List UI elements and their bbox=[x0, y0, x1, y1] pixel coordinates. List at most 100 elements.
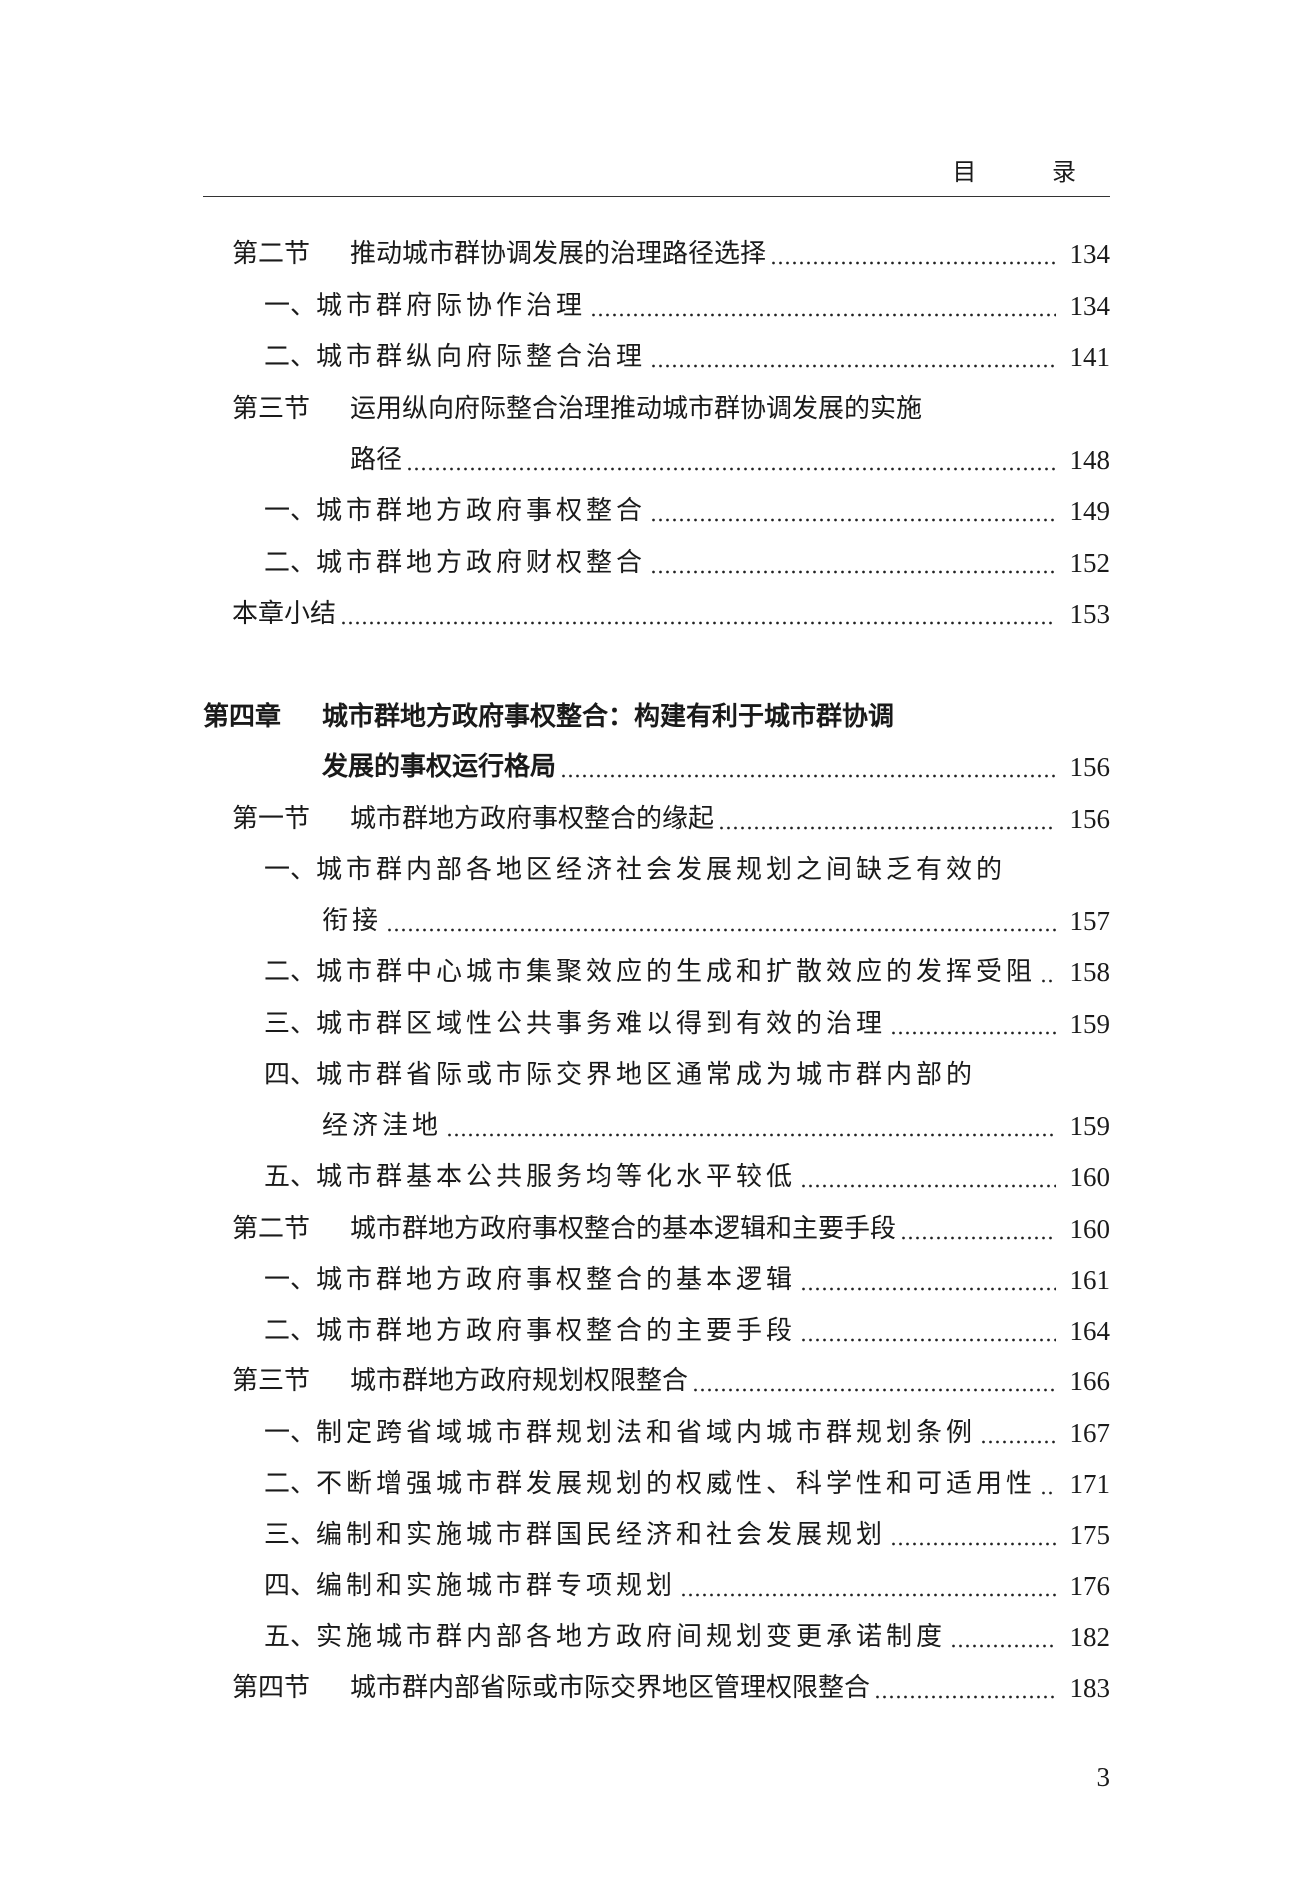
page-number: 3 bbox=[1096, 1762, 1111, 1792]
toc-entry-title: 城市群中心城市集聚效应的生成和扩散效应的发挥受阻 bbox=[316, 957, 1037, 987]
toc-entry-title: 本章小结 bbox=[232, 599, 337, 629]
toc-entry-title: 城市群府际协作治理 bbox=[316, 291, 587, 321]
toc-entry-title: 编制和实施城市群国民经济和社会发展规划 bbox=[316, 1520, 887, 1550]
toc-entry-chapter[interactable]: 发展的事权运行格局 156 bbox=[322, 749, 1110, 785]
toc-entry-section[interactable]: 路径 148 bbox=[350, 442, 1110, 478]
toc-entry-title: 城市群纵向府际整合治理 bbox=[316, 342, 647, 372]
toc-entry-page: 164 bbox=[1069, 1316, 1111, 1346]
toc-entry-section[interactable]: 第二节 推动城市群协调发展的治理路径选择 134 bbox=[232, 236, 1110, 272]
toc-entry-label: 一、 bbox=[264, 855, 317, 885]
dot-leader bbox=[890, 1006, 1056, 1042]
toc-entry-title: 实施城市群内部各地方政府间规划变更承诺制度 bbox=[316, 1622, 947, 1652]
toc-entry-label: 五、 bbox=[264, 1622, 317, 1652]
toc-entry-title: 推动城市群协调发展的治理路径选择 bbox=[350, 239, 767, 269]
toc-entry-label: 三、 bbox=[264, 1520, 317, 1550]
toc-entry-item[interactable]: 一、 城市群地方政府事权整合 149 bbox=[264, 493, 1110, 529]
toc-entry-section[interactable]: 第二节 城市群地方政府事权整合的基本逻辑和主要手段 160 bbox=[232, 1211, 1110, 1247]
toc-entry-page: 167 bbox=[1069, 1418, 1111, 1448]
toc-entry-title: 城市群区域性公共事务难以得到有效的治理 bbox=[316, 1009, 887, 1039]
toc-entry-page: 176 bbox=[1069, 1571, 1111, 1601]
dot-leader bbox=[692, 1363, 1056, 1399]
dot-leader bbox=[950, 1619, 1056, 1655]
toc-entry-label: 一、 bbox=[264, 496, 317, 526]
toc-entry-item[interactable]: 二、 城市群中心城市集聚效应的生成和扩散效应的发挥受阻 158 bbox=[264, 954, 1110, 990]
toc-entry-page: 171 bbox=[1069, 1469, 1111, 1499]
toc-entry-title: 城市群地方政府事权整合的基本逻辑 bbox=[316, 1265, 797, 1295]
toc-entry-label: 第四节 bbox=[232, 1673, 311, 1703]
toc-entry-section[interactable]: 第四节 城市群内部省际或市际交界地区管理权限整合 183 bbox=[232, 1670, 1110, 1706]
toc-entry-page: 156 bbox=[1069, 752, 1111, 782]
toc-entry-title: 发展的事权运行格局 bbox=[322, 752, 557, 782]
dot-leader bbox=[680, 1568, 1056, 1604]
toc-entry-title: 城市群基本公共服务均等化水平较低 bbox=[316, 1162, 797, 1192]
toc-entry-label: 三、 bbox=[264, 1009, 317, 1039]
toc-entry-item[interactable]: 一、 城市群地方政府事权整合的基本逻辑 161 bbox=[264, 1262, 1110, 1298]
toc-entry-title: 城市群内部各地区经济社会发展规划之间缺乏有效的 bbox=[316, 855, 1007, 885]
toc-entry-title: 运用纵向府际整合治理推动城市群协调发展的实施 bbox=[350, 394, 923, 424]
toc-entry-page: 160 bbox=[1069, 1214, 1111, 1244]
dot-leader bbox=[650, 545, 1056, 581]
dot-leader bbox=[1040, 1466, 1056, 1502]
toc-entry-page: 134 bbox=[1069, 291, 1111, 321]
dot-leader bbox=[340, 596, 1056, 632]
toc-entry-item[interactable]: 三、 编制和实施城市群国民经济和社会发展规划 175 bbox=[264, 1517, 1110, 1553]
toc-entry-item[interactable]: 三、 城市群区域性公共事务难以得到有效的治理 159 bbox=[264, 1006, 1110, 1042]
toc-entry-label: 第二节 bbox=[232, 1214, 311, 1244]
toc-entry-title: 城市群地方政府事权整合的基本逻辑和主要手段 bbox=[350, 1214, 897, 1244]
dot-leader bbox=[800, 1159, 1056, 1195]
dot-leader bbox=[980, 1415, 1056, 1451]
toc-entry-page: 166 bbox=[1069, 1366, 1111, 1396]
dot-leader bbox=[386, 903, 1056, 939]
toc-entry-section[interactable]: 第三节 运用纵向府际整合治理推动城市群协调发展的实施 bbox=[232, 391, 1110, 427]
toc-entry-label: 二、 bbox=[264, 1469, 317, 1499]
toc-entry-summary[interactable]: 本章小结 153 bbox=[232, 596, 1110, 632]
toc-entry-item[interactable]: 五、 城市群基本公共服务均等化水平较低 160 bbox=[264, 1159, 1110, 1195]
toc-entry-label: 五、 bbox=[264, 1162, 317, 1192]
toc-entry-item[interactable]: 二、 城市群地方政府事权整合的主要手段 164 bbox=[264, 1313, 1110, 1349]
dot-leader bbox=[874, 1670, 1056, 1706]
toc-entry-item[interactable]: 衔接 157 bbox=[322, 903, 1110, 939]
dot-leader bbox=[560, 749, 1056, 785]
toc-entry-item[interactable]: 二、 不断增强城市群发展规划的权威性、科学性和可适用性 171 bbox=[264, 1466, 1110, 1502]
toc-entry-item[interactable]: 一、 制定跨省域城市群规划法和省域内城市群规划条例 167 bbox=[264, 1415, 1110, 1451]
dot-leader bbox=[1040, 954, 1056, 990]
toc-entry-item[interactable]: 五、 实施城市群内部各地方政府间规划变更承诺制度 182 bbox=[264, 1619, 1110, 1655]
toc-entry-section[interactable]: 第一节 城市群地方政府事权整合的缘起 156 bbox=[232, 801, 1110, 837]
toc-entry-page: 148 bbox=[1069, 445, 1111, 475]
dot-leader bbox=[406, 442, 1056, 478]
toc-entry-title: 城市群地方政府事权整合的主要手段 bbox=[316, 1316, 797, 1346]
toc-entry-item[interactable]: 一、 城市群内部各地区经济社会发展规划之间缺乏有效的 bbox=[264, 852, 1110, 888]
toc-entry-item[interactable]: 二、 城市群纵向府际整合治理 141 bbox=[264, 339, 1110, 375]
toc-entry-title: 城市群地方政府事权整合 bbox=[316, 496, 647, 526]
toc-entry-label: 四、 bbox=[264, 1571, 317, 1601]
toc-entry-page: 152 bbox=[1069, 548, 1111, 578]
toc-entry-title: 路径 bbox=[350, 445, 403, 475]
toc-entry-item[interactable]: 四、 编制和实施城市群专项规划 176 bbox=[264, 1568, 1110, 1604]
toc-entry-title: 衔接 bbox=[322, 906, 383, 936]
dot-leader bbox=[770, 236, 1056, 272]
toc-entry-section[interactable]: 第三节 城市群地方政府规划权限整合 166 bbox=[232, 1363, 1110, 1399]
toc-entry-title: 城市群地方政府事权整合：构建有利于城市群协调 bbox=[322, 702, 895, 732]
toc-entry-item[interactable]: 四、 城市群省际或市际交界地区通常成为城市群内部的 bbox=[264, 1057, 1110, 1093]
toc-entry-page: 141 bbox=[1069, 342, 1111, 372]
toc-entry-chapter[interactable]: 第四章 城市群地方政府事权整合：构建有利于城市群协调 bbox=[203, 699, 1110, 735]
toc-entry-page: 156 bbox=[1069, 804, 1111, 834]
toc-entry-label: 一、 bbox=[264, 291, 317, 321]
toc-entry-item[interactable]: 一、 城市群府际协作治理 134 bbox=[264, 288, 1110, 324]
dot-leader bbox=[800, 1313, 1056, 1349]
toc-entry-page: 161 bbox=[1069, 1265, 1111, 1295]
toc-entry-item[interactable]: 经济洼地 159 bbox=[322, 1108, 1110, 1144]
header-rule bbox=[203, 196, 1110, 197]
toc-entry-page: 182 bbox=[1069, 1622, 1111, 1652]
toc-entry-title: 城市群地方政府规划权限整合 bbox=[350, 1366, 689, 1396]
toc-entry-label: 第四章 bbox=[203, 702, 282, 732]
toc-entry-title: 城市群地方政府财权整合 bbox=[316, 548, 647, 578]
toc-entry-title: 制定跨省域城市群规划法和省域内城市群规划条例 bbox=[316, 1418, 977, 1448]
toc-entry-label: 二、 bbox=[264, 342, 317, 372]
toc-entry-page: 149 bbox=[1069, 496, 1111, 526]
toc-entry-item[interactable]: 二、 城市群地方政府财权整合 152 bbox=[264, 545, 1110, 581]
dot-leader bbox=[890, 1517, 1056, 1553]
toc-entry-page: 158 bbox=[1069, 957, 1111, 987]
toc-entry-label: 第二节 bbox=[232, 239, 311, 269]
dot-leader bbox=[590, 288, 1056, 324]
